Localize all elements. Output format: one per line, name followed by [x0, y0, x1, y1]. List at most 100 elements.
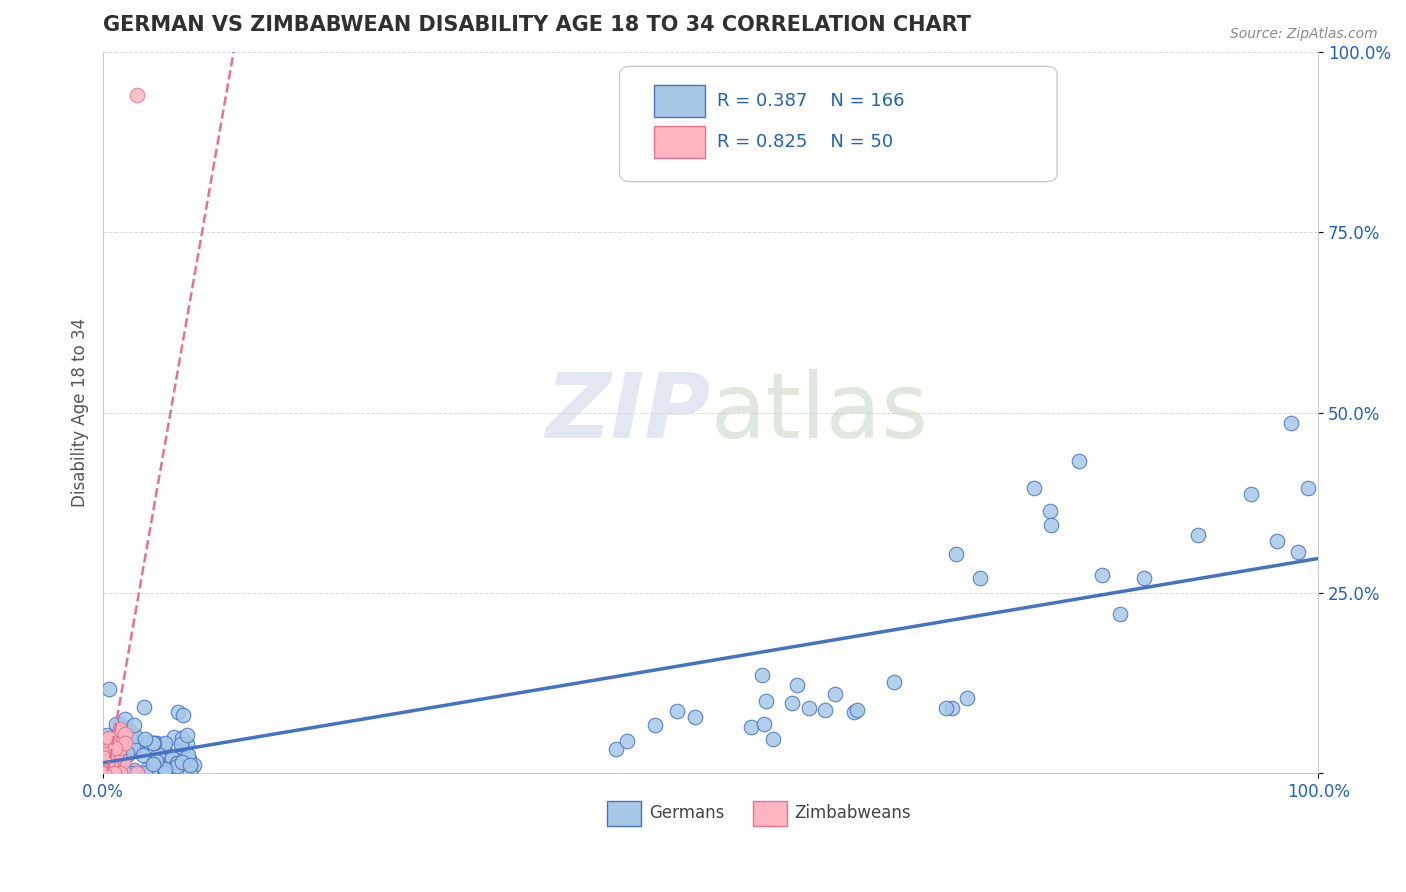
Point: [143, 753, 166, 767]
Point: [103, 744, 125, 758]
Point: [1286, 544, 1309, 558]
Point: [104, 716, 127, 731]
Point: [94, 766, 117, 780]
Point: [93, 765, 115, 780]
Point: [124, 729, 146, 743]
Point: [103, 731, 125, 746]
Point: [96, 747, 118, 761]
Point: [110, 735, 132, 749]
Point: [98, 759, 121, 773]
Point: [107, 747, 129, 762]
Point: [93, 766, 115, 780]
Point: [118, 731, 141, 745]
Point: [108, 760, 131, 774]
Point: [103, 741, 125, 756]
Point: [108, 766, 131, 780]
Point: [125, 766, 148, 780]
Point: [108, 739, 131, 754]
Point: [93, 732, 115, 747]
Point: [98, 738, 121, 752]
FancyBboxPatch shape: [754, 801, 787, 826]
Point: [94, 760, 117, 774]
Point: [782, 696, 804, 710]
Point: [135, 763, 157, 777]
Point: [115, 748, 138, 763]
Point: [616, 733, 638, 747]
Point: [96, 766, 118, 780]
Point: [103, 766, 125, 780]
Point: [117, 747, 139, 761]
Point: [94, 747, 117, 762]
Point: [96, 728, 118, 742]
Point: [134, 732, 156, 747]
Text: R = 0.825    N = 50: R = 0.825 N = 50: [717, 133, 893, 151]
Point: [146, 758, 169, 772]
Point: [94, 747, 117, 761]
Point: [93, 756, 115, 770]
Point: [935, 700, 957, 714]
Point: [665, 705, 688, 719]
Point: [104, 737, 127, 751]
Point: [142, 736, 165, 750]
Point: [115, 740, 138, 755]
Point: [844, 705, 866, 719]
Point: [96, 744, 118, 758]
Point: [170, 738, 193, 752]
Point: [122, 736, 145, 750]
Point: [105, 747, 128, 761]
Point: [103, 749, 125, 764]
Point: [103, 756, 125, 771]
Point: [100, 739, 122, 754]
Point: [111, 765, 134, 780]
Point: [122, 763, 145, 777]
Point: [105, 747, 128, 762]
Point: [683, 710, 706, 724]
Point: [1133, 570, 1156, 584]
Point: [93, 750, 115, 764]
Point: [103, 756, 125, 770]
Point: [156, 753, 179, 767]
Point: [96, 763, 118, 777]
Text: Source: ZipAtlas.com: Source: ZipAtlas.com: [1230, 27, 1378, 41]
Point: [96, 748, 118, 763]
Point: [162, 751, 184, 765]
Point: [132, 748, 155, 763]
Point: [94, 766, 117, 780]
Point: [93, 733, 115, 747]
Point: [94, 766, 117, 780]
Point: [93, 766, 115, 780]
Text: Germans: Germans: [648, 804, 724, 822]
Point: [124, 740, 146, 755]
Point: [122, 718, 145, 732]
Point: [93, 756, 115, 771]
Point: [120, 766, 142, 780]
Point: [1069, 454, 1091, 468]
Point: [101, 748, 124, 763]
Point: [752, 717, 775, 731]
Point: [145, 755, 167, 769]
Text: atlas: atlas: [710, 368, 929, 457]
Y-axis label: Disability Age 18 to 34: Disability Age 18 to 34: [72, 318, 89, 508]
Point: [142, 736, 165, 750]
Point: [166, 758, 188, 772]
Point: [152, 739, 174, 753]
Point: [751, 668, 773, 682]
Point: [96, 751, 118, 765]
Point: [153, 766, 176, 780]
Text: R = 0.387    N = 166: R = 0.387 N = 166: [717, 92, 904, 110]
Point: [163, 730, 186, 744]
Point: [100, 766, 122, 780]
Point: [96, 735, 118, 749]
Point: [112, 733, 135, 747]
Point: [153, 762, 176, 776]
Point: [105, 735, 128, 749]
Point: [93, 766, 115, 780]
Point: [100, 766, 122, 780]
Point: [94, 764, 117, 779]
Point: [138, 764, 160, 779]
Point: [138, 735, 160, 749]
Point: [153, 765, 176, 780]
Point: [170, 731, 193, 745]
Point: [956, 691, 979, 706]
Point: [100, 766, 122, 780]
